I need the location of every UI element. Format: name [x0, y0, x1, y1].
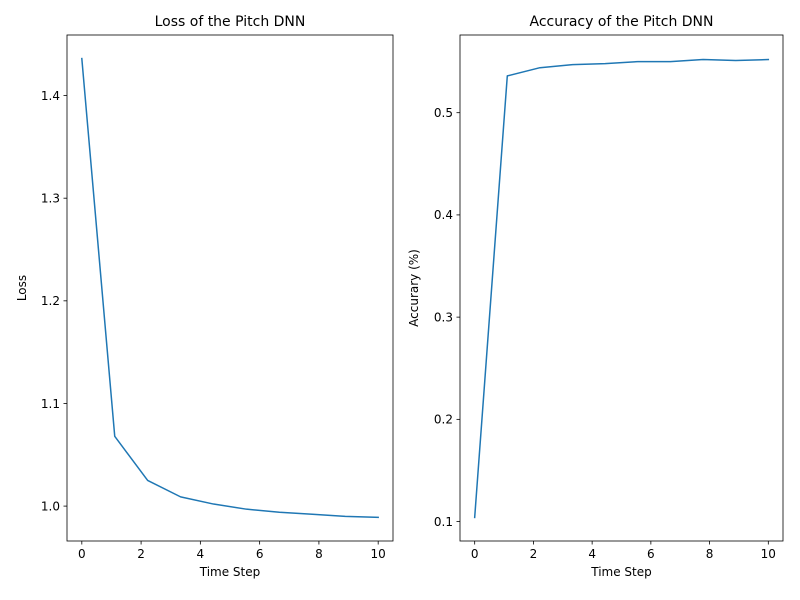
accuracy-x-tick-label: 10 — [761, 547, 776, 561]
accuracy-y-tick-label: 0.1 — [434, 515, 453, 529]
loss-x-tick-label: 6 — [256, 547, 264, 561]
accuracy-axes-frame — [459, 34, 784, 542]
loss-y-axis-label: Loss — [15, 275, 29, 301]
loss-y-tick-label: 1.0 — [41, 499, 60, 513]
accuracy-y-tick-label: 0.5 — [434, 106, 453, 120]
loss-series-line — [81, 57, 379, 519]
accuracy-x-axis-label: Time Step — [590, 565, 652, 579]
accuracy-chart-panel: 0 2 4 6 8 10 0.1 0.2 0.3 0.4 0.5 Accuracy of the Pi… — [407, 14, 784, 579]
loss-y-tick-label: 1.4 — [41, 89, 60, 103]
loss-x-tick-label: 4 — [197, 547, 205, 561]
accuracy-y-axis-label: Accurary (%) — [407, 249, 421, 327]
accuracy-chart-title: Accuracy of the Pitch DNN — [530, 14, 714, 30]
loss-y-tick-label: 1.1 — [41, 397, 60, 411]
loss-axes-frame — [66, 34, 394, 542]
loss-x-tick-label: 0 — [78, 547, 86, 561]
accuracy-y-tick-label: 0.4 — [434, 208, 453, 222]
accuracy-x-tick-label: 8 — [706, 547, 714, 561]
loss-chart-panel: 0 2 4 6 8 10 1.0 1.1 1.2 1.3 1.4 Loss of the Pitch … — [15, 14, 394, 579]
loss-y-tick-label: 1.3 — [41, 191, 60, 205]
accuracy-x-tick-label: 4 — [588, 547, 596, 561]
accuracy-x-tick-label: 6 — [647, 547, 655, 561]
loss-y-tick-label: 1.2 — [41, 294, 60, 308]
loss-x-tick-label: 8 — [315, 547, 323, 561]
loss-chart-title: Loss of the Pitch DNN — [155, 14, 306, 30]
accuracy-y-tick-label: 0.2 — [434, 413, 453, 427]
accuracy-x-tick-label: 2 — [530, 547, 538, 561]
loss-x-tick-label: 2 — [137, 547, 145, 561]
accuracy-x-tick-label: 0 — [471, 547, 479, 561]
loss-x-tick-label: 10 — [371, 547, 386, 561]
accuracy-y-tick-label: 0.3 — [434, 310, 453, 324]
loss-x-axis-label: Time Step — [199, 565, 261, 579]
accuracy-series-line — [473, 58, 770, 519]
